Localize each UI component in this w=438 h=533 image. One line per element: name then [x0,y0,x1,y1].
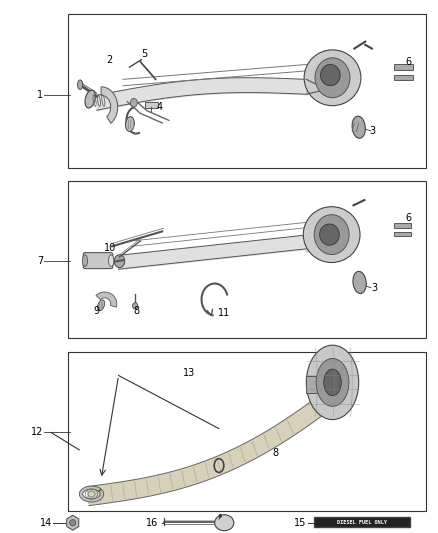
Ellipse shape [314,215,349,255]
Text: 7: 7 [37,256,43,266]
Text: 8: 8 [133,306,139,316]
Text: 13: 13 [183,368,195,378]
Ellipse shape [304,50,361,106]
Bar [394,75,413,80]
Bar [68,352,426,511]
Text: 15: 15 [294,518,306,528]
Ellipse shape [85,90,95,108]
Ellipse shape [78,80,83,90]
Ellipse shape [70,520,76,526]
Polygon shape [96,292,117,307]
Bar [68,181,426,338]
Circle shape [219,514,222,518]
Bar [394,232,411,236]
Text: 10: 10 [104,243,116,253]
FancyBboxPatch shape [83,253,113,269]
Polygon shape [67,515,79,530]
Text: 2: 2 [106,55,112,65]
Ellipse shape [215,515,234,531]
Polygon shape [87,395,328,506]
Text: 9: 9 [94,306,100,316]
Bar [394,64,413,70]
Text: 12: 12 [31,427,43,438]
Ellipse shape [324,369,341,395]
Text: 16: 16 [145,518,158,528]
Text: 6: 6 [406,213,412,223]
Bar [394,223,411,228]
Text: DIESEL FUEL ONLY: DIESEL FUEL ONLY [337,520,387,524]
Text: 8: 8 [272,448,279,457]
Circle shape [131,99,138,107]
Bar [68,14,426,168]
Circle shape [114,255,125,268]
Bar [145,102,158,108]
Text: 1: 1 [37,90,43,100]
Ellipse shape [303,207,360,263]
Text: 4: 4 [156,102,162,112]
Text: 5: 5 [141,49,148,59]
Bar [314,518,410,527]
Ellipse shape [98,300,105,311]
Ellipse shape [320,224,339,245]
Ellipse shape [306,345,359,419]
Text: 3: 3 [371,283,377,293]
Ellipse shape [321,64,340,86]
Text: 6: 6 [406,57,412,67]
Ellipse shape [315,58,350,98]
Ellipse shape [126,117,134,132]
Bar [306,376,317,393]
Text: 14: 14 [39,518,52,528]
Ellipse shape [316,359,349,406]
Ellipse shape [82,255,88,266]
Text: 3: 3 [370,126,376,136]
Ellipse shape [352,116,365,138]
Text: 11: 11 [218,308,230,318]
Polygon shape [101,87,118,123]
Circle shape [133,303,138,309]
Polygon shape [79,486,104,502]
Ellipse shape [109,255,114,266]
Ellipse shape [353,271,366,294]
